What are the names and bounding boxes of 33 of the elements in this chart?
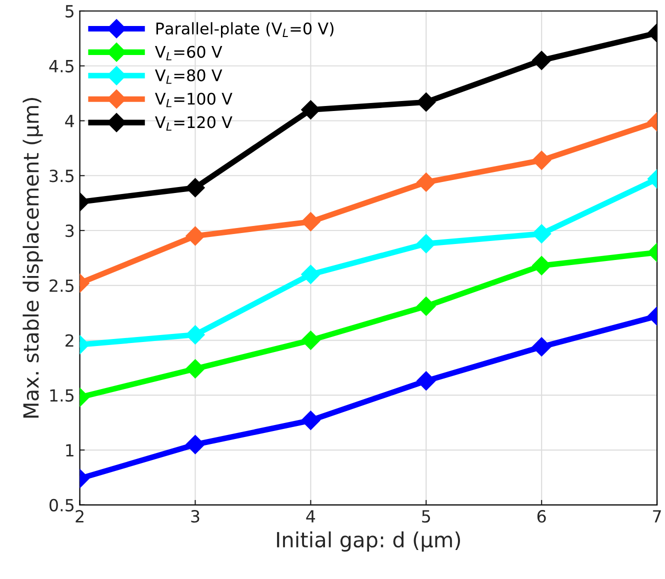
legend-label: V$_{L}$=120 V [154,116,232,131]
y-tick-label: 2.5 [50,279,74,292]
point [301,212,320,232]
legend-label: Parallel-plate (V$_{L}$=0 V) [156,22,334,38]
point [416,92,436,112]
point [301,410,320,430]
legend-label: V$_{L}$=60 V [154,46,222,60]
x-tick-label: 7 [653,510,661,522]
y-tick-label: 4 [65,114,74,128]
point [416,234,436,254]
legend-label: V$_{L}$=100 V [154,92,232,108]
point [301,264,320,284]
x-tick-label: 5 [422,510,430,523]
y-axis-title: Max. stable displacement (μm) [22,98,43,418]
y-tick-label: 4.5 [49,60,74,72]
y-tick-label: 3.5 [50,170,74,182]
point [301,330,320,350]
y-tick-label: 5 [66,5,74,18]
legend-label: V$_{L}$=80 V [154,69,222,84]
point [416,296,436,316]
x-tick-label: 4 [306,510,316,522]
x-tick-label: 6 [537,510,546,523]
x-tick-label: 2 [76,510,84,522]
y-tick-label: 0.5 [50,498,74,512]
x-tick-label: 3 [191,510,200,523]
point [301,100,320,120]
y-tick-label: 1.5 [50,389,74,402]
x-axis-title: Initial gap: d (μm) [277,531,460,552]
point [416,172,436,192]
y-tick-label: 1 [66,444,74,456]
y-tick-label: 2 [66,334,74,347]
y-tick-label: 3 [66,224,74,238]
point [416,371,436,390]
